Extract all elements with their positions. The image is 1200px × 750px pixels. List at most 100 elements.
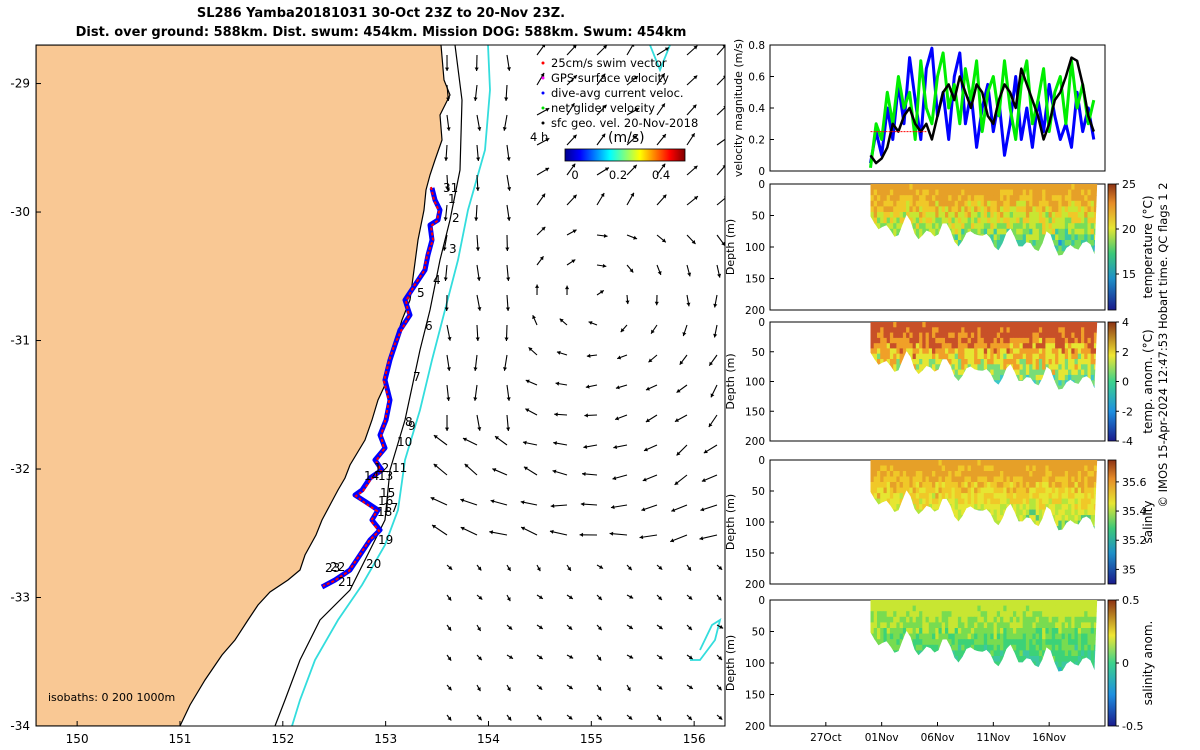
- section-cell: [1074, 327, 1079, 334]
- section-cell: [1032, 332, 1037, 339]
- current-arrow-head: [568, 595, 573, 599]
- section-cell: [1090, 223, 1095, 230]
- section-cell: [909, 200, 914, 207]
- section-cell: [1061, 343, 1066, 350]
- section-cell: [1022, 471, 1027, 478]
- section-cell: [906, 195, 910, 202]
- section-cell: [915, 644, 920, 651]
- current-arrow-head: [553, 441, 558, 446]
- current-arrow-head: [433, 435, 438, 439]
- section-cell: [873, 611, 878, 618]
- section-cell: [1077, 359, 1082, 365]
- section-cell: [961, 327, 965, 334]
- section-cell: [1074, 245, 1079, 252]
- section-cell: [1084, 228, 1088, 235]
- section-cell: [919, 504, 923, 511]
- section-cell: [954, 633, 959, 640]
- section-cell: [1055, 509, 1059, 516]
- colorbar-tick-label: 15: [1122, 268, 1136, 281]
- section-cell: [974, 487, 978, 494]
- section-cell: [1006, 195, 1011, 202]
- section-cell: [873, 206, 878, 213]
- section-cell: [889, 364, 894, 371]
- section-cell: [1038, 369, 1043, 376]
- section-cell: [961, 343, 965, 350]
- section-cell: [987, 476, 991, 483]
- section-cell: [1093, 605, 1098, 612]
- section-cell: [1025, 223, 1030, 230]
- section-cell: [1016, 374, 1020, 381]
- section-cell: [883, 460, 888, 467]
- section-cell: [1087, 217, 1092, 224]
- section-cell: [1019, 374, 1024, 381]
- section-cell: [1055, 622, 1059, 629]
- section-cell: [922, 364, 927, 371]
- section-cell: [996, 234, 1001, 241]
- section-cell: [880, 200, 884, 207]
- section-cell: [964, 476, 969, 483]
- section-cell: [1051, 359, 1056, 365]
- section-cell: [889, 498, 894, 505]
- section-cell: [1042, 487, 1046, 494]
- section-cell: [1084, 206, 1088, 213]
- section-cell: [896, 633, 901, 640]
- section-cell: [970, 628, 975, 635]
- section-cell: [1068, 337, 1072, 344]
- section-cell: [877, 332, 881, 339]
- section-cell: [980, 498, 985, 505]
- section-cell: [909, 487, 914, 494]
- section-cell: [902, 600, 907, 607]
- section-cell: [970, 605, 975, 612]
- section-cell: [964, 322, 969, 328]
- section-cell: [980, 476, 985, 483]
- section-cell: [1016, 322, 1020, 328]
- section-cell: [954, 332, 959, 339]
- section-cell: [964, 633, 969, 640]
- section-cell: [928, 471, 933, 478]
- section-cell: [1006, 223, 1011, 230]
- section-cell: [983, 353, 988, 360]
- current-arrow-head: [447, 336, 452, 341]
- section-cell: [957, 493, 962, 500]
- section-cell: [1055, 332, 1059, 339]
- section-cell: [932, 493, 936, 500]
- section-cell: [909, 212, 914, 219]
- section-cell: [886, 605, 891, 612]
- section-cell: [1084, 493, 1088, 500]
- section-cell: [1068, 212, 1072, 219]
- section-cell: [993, 217, 998, 224]
- section-cell: [1006, 322, 1011, 328]
- section-cell: [877, 498, 881, 505]
- current-arrow-head: [688, 655, 693, 660]
- section-cell: [1038, 240, 1043, 247]
- section-cell: [945, 471, 949, 478]
- section-cell: [915, 471, 920, 478]
- section-cell: [1068, 622, 1072, 629]
- section-cell: [877, 465, 881, 472]
- current-arrow-head: [505, 247, 510, 251]
- section-cell: [925, 223, 930, 230]
- section-cell: [912, 327, 917, 334]
- section-cell: [1003, 639, 1008, 646]
- section-cell: [1038, 509, 1043, 516]
- section-cell: [1009, 639, 1014, 646]
- section-cell: [909, 343, 914, 350]
- current-arrow-head: [597, 626, 602, 631]
- section-cell: [877, 616, 881, 623]
- section-cell: [961, 322, 965, 328]
- section-cell: [1084, 364, 1088, 371]
- section-cell: [996, 240, 1001, 247]
- section-cell: [1055, 482, 1059, 489]
- section-cell: [993, 498, 998, 505]
- section-cell: [922, 611, 927, 618]
- section-cell: [1071, 322, 1076, 328]
- section-cell: [996, 605, 1001, 612]
- section-cell: [967, 493, 972, 500]
- section-cell: [1077, 184, 1082, 191]
- section-cell: [1038, 217, 1043, 224]
- section-cell: [1019, 633, 1024, 640]
- section-cell: [1061, 327, 1066, 334]
- section-cell: [970, 200, 975, 207]
- section-cell: [941, 189, 946, 196]
